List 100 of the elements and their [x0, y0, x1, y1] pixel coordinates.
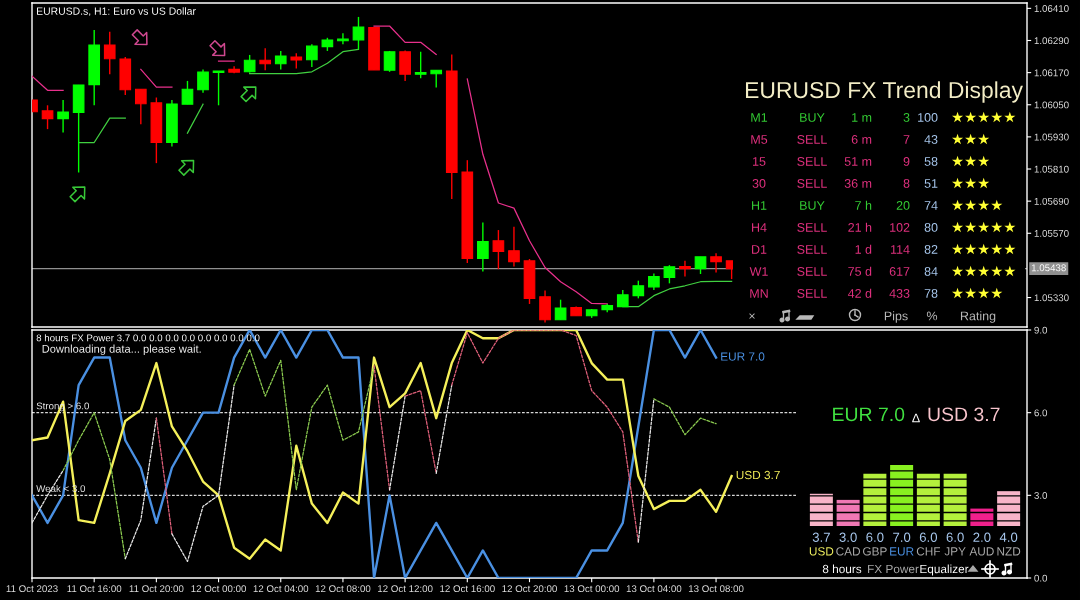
category-label: % [926, 311, 938, 321]
text: 114 [891, 245, 910, 254]
text: 75 d [848, 266, 872, 276]
candlestick [508, 226, 520, 268]
candlestick [181, 80, 194, 105]
line-series [233, 348, 375, 491]
candlestick [492, 229, 505, 270]
text: 43 [924, 135, 938, 144]
x-tick-label: NZD [997, 547, 1021, 556]
x-tick-label: 13 Oct 00:00 [564, 585, 620, 593]
text: 21 h [848, 222, 872, 232]
data-label: 7.0 [893, 532, 911, 542]
data-label: 3.0 [839, 532, 857, 542]
candlestick [663, 264, 676, 285]
x-tick-label: 13 Oct 04:00 [626, 585, 682, 593]
category-label: 15 [753, 157, 766, 166]
bar [836, 499, 860, 526]
x-tick-label: CAD [836, 547, 861, 556]
bar [890, 465, 914, 526]
annotation: Equalizer [920, 564, 969, 576]
category-label: M5 [751, 135, 768, 144]
text: ★★★★★ [951, 265, 1016, 277]
bar [863, 473, 887, 526]
text: ★★★★★ [951, 243, 1016, 255]
text: ★★★★ [951, 287, 1003, 299]
series-label: EUR 7.0 [721, 352, 765, 361]
text: 36 m [844, 179, 872, 188]
category-label: 30 [752, 179, 766, 188]
y-tick-label: 1.05570 [1034, 230, 1069, 237]
text: 8 [903, 179, 910, 188]
text: 1 m [852, 113, 872, 122]
text: 1 d [855, 244, 872, 254]
text: 51 m [844, 157, 872, 166]
data-label: 6.0 [919, 532, 938, 542]
category-label: W1 [749, 267, 768, 276]
point [240, 86, 257, 103]
text: SELL [797, 135, 827, 144]
candlestick [710, 252, 722, 274]
text: SELL [797, 245, 827, 254]
text: 84 [924, 267, 938, 276]
text: SELL [797, 267, 827, 276]
x-tick-label: 12 Oct 20:00 [502, 585, 557, 593]
text: SELL [797, 223, 827, 232]
category-label: Pips [884, 311, 908, 323]
bar [916, 473, 940, 526]
candlestick [41, 104, 54, 130]
text: 58 [924, 157, 938, 166]
category-label: H1 [752, 201, 767, 210]
text: 51 [924, 179, 938, 188]
bar [809, 493, 833, 526]
chart-title: EUR 7.0 ∆ USD 3.7 [833, 407, 1000, 423]
text: BUY [800, 113, 825, 122]
candlestick [212, 70, 225, 106]
text: 74 [924, 201, 938, 210]
y-tick-label: 1.06050 [1034, 101, 1069, 109]
candlestick [554, 298, 567, 321]
bar [997, 491, 1021, 526]
candlestick [477, 221, 489, 273]
point [131, 29, 148, 46]
point [209, 40, 226, 57]
y-tick-label: 1.06410 [1034, 5, 1069, 12]
text: ★★★★★ [951, 221, 1016, 233]
x-tick-label: EUR [890, 547, 914, 556]
y-tick-label: 0.0 [1034, 574, 1048, 582]
chart-title: EURUSD.s, H1: Euro vs US Dollar [37, 7, 196, 17]
data-label: 4.0 [999, 532, 1018, 542]
candlestick [539, 289, 551, 324]
x-tick-label: 12 Oct 08:00 [315, 585, 371, 593]
candlestick [259, 47, 272, 71]
x-tick-label: JPY [944, 547, 966, 556]
text: 20 [896, 201, 910, 210]
category-label: Rating [960, 311, 996, 323]
data-label: 2.0 [973, 532, 991, 542]
candlestick [414, 51, 427, 79]
x-tick-label: 11 Oct 2023 [6, 585, 58, 593]
text: ★★★★★ [951, 111, 1016, 123]
candlestick [197, 68, 209, 94]
candlestick [337, 32, 349, 45]
data-label: 3.7 [812, 532, 830, 542]
candlestick [274, 50, 287, 71]
x-tick-label: 13 Oct 08:00 [688, 585, 744, 593]
text: ★★★★ [951, 199, 1003, 211]
text: 80 [924, 223, 938, 232]
candlestick [57, 99, 69, 134]
text: 6 m [851, 135, 872, 144]
y-tick-label: 1.05330 [1034, 294, 1069, 302]
text: 42 d [847, 288, 872, 298]
x-tick-label: CHF [916, 547, 941, 556]
y-tick-label: 1.06170 [1034, 69, 1069, 77]
text: SELL [797, 289, 827, 298]
text: 7 [903, 135, 910, 144]
text: SELL [797, 179, 827, 188]
text: 3 [903, 113, 910, 122]
line-series [451, 330, 639, 543]
text: SELL [797, 157, 827, 166]
x-tick-label: GBP [863, 547, 887, 556]
text: 433 [889, 289, 910, 298]
y-tick-label: 1.05930 [1034, 133, 1069, 141]
y-tick-label: 9.0 [1034, 326, 1048, 334]
candlestick [306, 43, 318, 68]
